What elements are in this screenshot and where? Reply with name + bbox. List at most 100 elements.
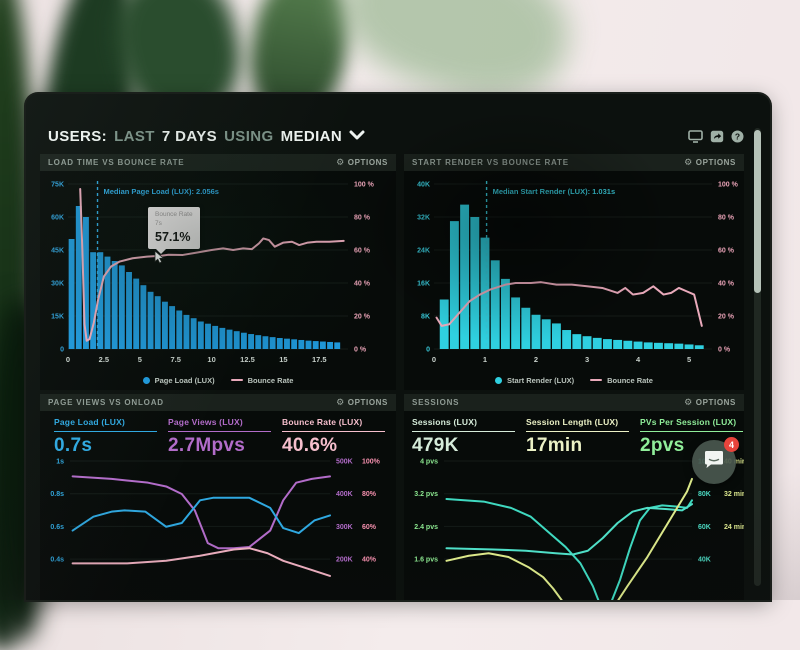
legend-label: Page Load (LUX) xyxy=(154,375,215,385)
options-button[interactable]: ⚙ OPTIONS xyxy=(336,397,388,408)
svg-text:0: 0 xyxy=(66,355,70,364)
mouse-cursor xyxy=(154,250,165,269)
gear-icon: ⚙ xyxy=(336,157,345,167)
metric-value: 479K xyxy=(412,435,459,456)
options-button[interactable]: ⚙ OPTIONS xyxy=(684,157,736,168)
svg-text:4: 4 xyxy=(636,355,641,364)
options-button[interactable]: ⚙ OPTIONS xyxy=(684,397,736,408)
svg-text:45K: 45K xyxy=(51,248,64,255)
svg-text:1: 1 xyxy=(483,355,487,364)
svg-text:5: 5 xyxy=(687,355,691,364)
scrollbar-thumb[interactable] xyxy=(754,130,761,293)
svg-text:15: 15 xyxy=(279,355,287,364)
svg-text:2: 2 xyxy=(534,355,538,364)
svg-text:15K: 15K xyxy=(51,314,64,321)
metric-value: 2.7Mpvs xyxy=(168,435,246,456)
notification-badge: 4 xyxy=(724,437,739,452)
svg-text:5: 5 xyxy=(138,355,142,364)
svg-text:2.5: 2.5 xyxy=(99,355,109,364)
svg-text:40 %: 40 % xyxy=(718,281,735,288)
svg-text:1.6 pvs: 1.6 pvs xyxy=(414,557,438,564)
svg-text:7.5: 7.5 xyxy=(170,355,180,364)
chat-bubble-icon xyxy=(703,450,725,475)
svg-text:100 %: 100 % xyxy=(718,182,739,189)
metric-value: 17min xyxy=(526,435,583,456)
svg-text:40K: 40K xyxy=(698,557,711,564)
svg-text:80 %: 80 % xyxy=(718,215,735,222)
start-render-chart[interactable]: 40K 100 % 32K 80 % 24K 60 % 16K 40 % 8K 20 % 0 0 % 0… xyxy=(404,171,744,365)
help-icon[interactable]: ? xyxy=(731,130,744,143)
svg-text:24 min: 24 min xyxy=(724,524,744,531)
svg-text:100 %: 100 % xyxy=(354,182,375,189)
scrollbar-track[interactable] xyxy=(754,128,761,586)
svg-text:24K: 24K xyxy=(417,248,430,255)
svg-text:80%: 80% xyxy=(362,491,377,498)
svg-text:60%: 60% xyxy=(362,524,377,531)
svg-text:2.4 pvs: 2.4 pvs xyxy=(414,524,438,531)
panel-load-time-vs-bounce-rate: LOAD TIME VS BOUNCE RATE ⚙ OPTIONS 75K 100… xyxy=(40,154,396,390)
gear-icon: ⚙ xyxy=(336,397,345,407)
panel-title: LOAD TIME VS BOUNCE RATE xyxy=(48,158,185,167)
svg-text:0.6s: 0.6s xyxy=(50,524,64,531)
header-median-label: MEDIAN xyxy=(280,127,343,145)
chart-tooltip: Bounce Rate 7s 57.1% xyxy=(148,207,200,254)
svg-text:500K: 500K xyxy=(336,459,353,466)
header-users-label: USERS: xyxy=(48,127,108,145)
load-time-chart[interactable]: 75K 100 % 60K 80 % 45K 60 % 30K 40 % 15K 20 % 0 0 %… xyxy=(40,171,396,365)
dashboard-header-dropdown[interactable]: USERS: LAST 7 DAYS USING MEDIAN xyxy=(48,124,365,148)
svg-text:0: 0 xyxy=(60,347,64,354)
chart-legend: Start Render (LUX) Bounce Rate xyxy=(404,371,744,389)
panel-start-render-vs-bounce-rate: START RENDER VS BOUNCE RATE ⚙ OPTIONS 40K… xyxy=(404,154,744,390)
svg-text:Median Start Render (LUX): 1.0: Median Start Render (LUX): 1.031s xyxy=(493,187,616,196)
chat-widget-button[interactable]: 4 xyxy=(692,437,739,484)
legend-label: Start Render (LUX) xyxy=(507,375,575,385)
metric-page-views: Page Views (LUX) 2.7Mpvs xyxy=(168,417,271,457)
svg-text:32 min: 32 min xyxy=(724,491,744,498)
panel-title: PAGE VIEWS VS ONLOAD xyxy=(48,398,164,407)
header-days-label: 7 DAYS xyxy=(161,127,218,145)
svg-text:3.2 pvs: 3.2 pvs xyxy=(414,491,438,498)
metric-session-length: Session Length (LUX) 17min xyxy=(526,417,629,457)
svg-text:0 %: 0 % xyxy=(354,347,367,354)
page-views-chart[interactable]: 1s 500K 100% 0.8s 400K 80% 0.6s 300K 60% 0.4s 200K… xyxy=(40,457,396,600)
svg-text:4 pvs: 4 pvs xyxy=(420,459,438,466)
svg-text:0: 0 xyxy=(432,355,436,364)
chart-legend: Page Load (LUX) Bounce Rate xyxy=(40,371,396,389)
metric-sessions: Sessions (LUX) 479K xyxy=(412,417,515,457)
svg-text:0 %: 0 % xyxy=(718,347,731,354)
svg-text:60K: 60K xyxy=(51,215,64,222)
svg-text:Median Page Load (LUX): 2.056s: Median Page Load (LUX): 2.056s xyxy=(104,187,219,196)
panel-sessions: SESSIONS ⚙ OPTIONS Sessions (LUX) 479K Se… xyxy=(404,394,746,600)
svg-text:80K: 80K xyxy=(698,491,711,498)
header-last-label: LAST xyxy=(114,127,155,145)
share-icon[interactable] xyxy=(710,130,724,143)
svg-text:400K: 400K xyxy=(336,491,353,498)
svg-text:60K: 60K xyxy=(698,524,711,531)
metric-pvs-per-session: PVs Per Session (LUX) 2pvs xyxy=(640,417,743,457)
svg-text:30K: 30K xyxy=(51,281,64,288)
svg-text:60 %: 60 % xyxy=(354,248,371,255)
laptop-screen: USERS: LAST 7 DAYS USING MEDIAN ? LOAD T… xyxy=(26,94,770,600)
svg-text:8K: 8K xyxy=(421,314,430,321)
display-icon[interactable] xyxy=(688,130,703,143)
svg-text:?: ? xyxy=(735,131,740,141)
svg-text:40%: 40% xyxy=(362,557,377,564)
svg-text:16K: 16K xyxy=(417,281,430,288)
chevron-down-icon[interactable] xyxy=(349,127,365,145)
metric-bounce-rate: Bounce Rate (LUX) 40.6% xyxy=(282,417,385,457)
svg-text:40 %: 40 % xyxy=(354,281,371,288)
svg-text:17.5: 17.5 xyxy=(312,355,327,364)
svg-text:3: 3 xyxy=(585,355,589,364)
options-button[interactable]: ⚙ OPTIONS xyxy=(336,157,388,168)
gear-icon: ⚙ xyxy=(684,397,693,407)
metric-value: 0.7s xyxy=(54,435,93,456)
panel-title: START RENDER VS BOUNCE RATE xyxy=(412,158,569,167)
metric-page-load: Page Load (LUX) 0.7s xyxy=(54,417,157,457)
svg-text:200K: 200K xyxy=(336,557,353,564)
svg-text:32K: 32K xyxy=(417,215,430,222)
header-using-label: USING xyxy=(224,127,274,145)
svg-text:40K: 40K xyxy=(417,182,430,189)
svg-text:0.8s: 0.8s xyxy=(50,491,64,498)
svg-text:100%: 100% xyxy=(362,459,381,466)
